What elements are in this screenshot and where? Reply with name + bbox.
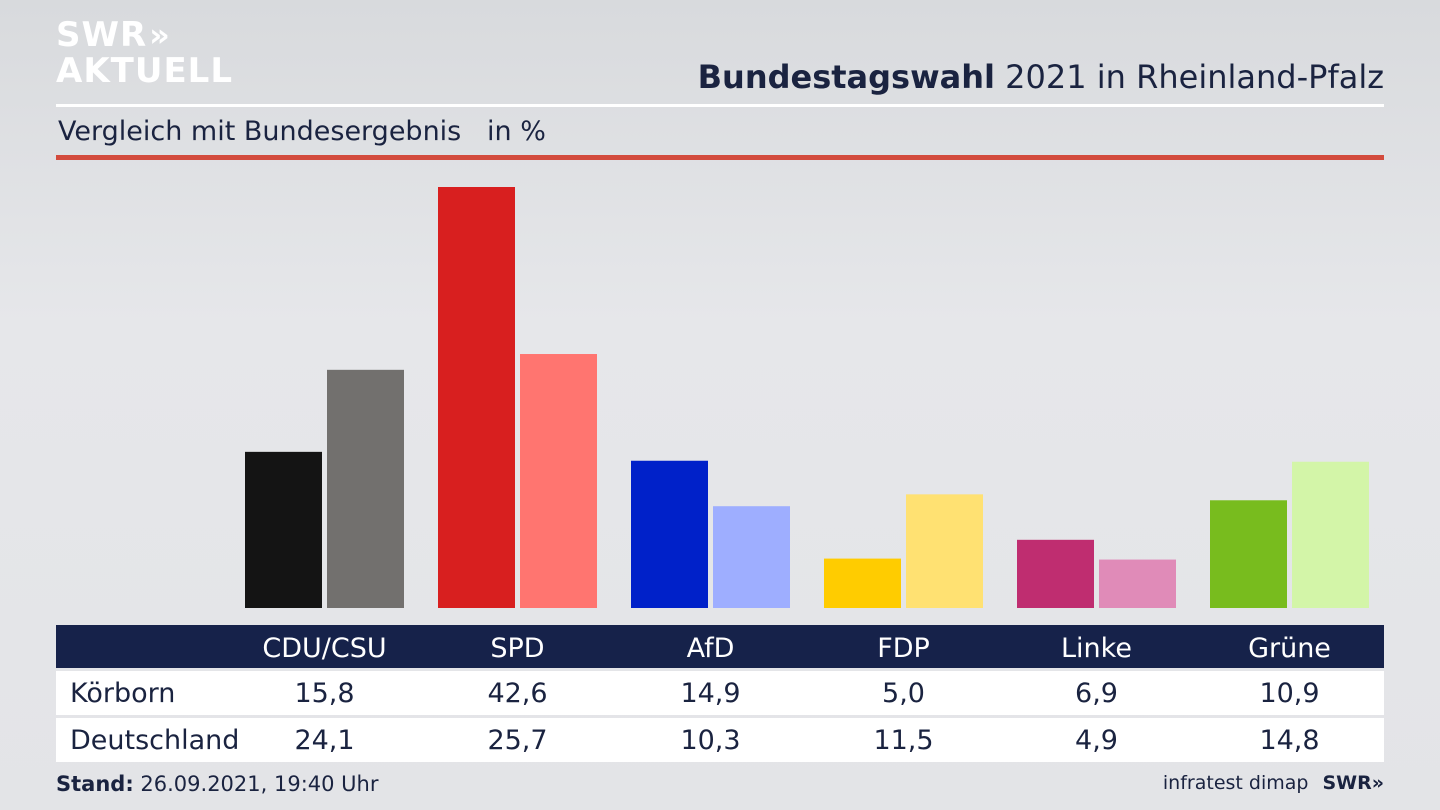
value-cell: 6,9 bbox=[1075, 677, 1118, 709]
stand-label: Stand: bbox=[56, 772, 134, 796]
bar-gr-ne-deutschland bbox=[1292, 461, 1369, 608]
page-title: Bundestagswahl 2021 in Rheinland-Pfalz bbox=[698, 58, 1384, 96]
results-table: CDU/CSU SPD AfD FDP Linke Grüne Körborn 15,8 4… bbox=[56, 625, 1384, 762]
value-cell: 10,9 bbox=[1259, 677, 1320, 709]
party-label: SPD bbox=[490, 633, 545, 664]
bar-afd-deutschland bbox=[713, 506, 790, 608]
value-cell: 15,8 bbox=[294, 677, 355, 709]
bar-linke-deutschland bbox=[1099, 559, 1176, 608]
bar-gr-ne-k-rborn bbox=[1210, 500, 1287, 608]
bar-cdu-csu-k-rborn bbox=[245, 451, 322, 608]
value-cell: 42,6 bbox=[487, 677, 548, 709]
party-label: CDU/CSU bbox=[262, 633, 387, 664]
bar-spd-k-rborn bbox=[438, 187, 515, 608]
swr-aktuell-logo: SWR» AKTUELL bbox=[56, 18, 233, 88]
value-cell: 14,8 bbox=[1259, 724, 1320, 756]
table-row-koerborn: Körborn 15,8 42,6 14,9 5,0 6,9 10,9 bbox=[56, 671, 1384, 715]
party-label: Linke bbox=[1061, 633, 1132, 664]
chart-subtitle: Vergleich mit Bundesergebnis in % bbox=[58, 116, 546, 147]
value-cell: 4,9 bbox=[1075, 724, 1118, 756]
accent-divider bbox=[56, 155, 1384, 160]
table-row-deutschland: Deutschland 24,1 25,7 10,3 11,5 4,9 14,8 bbox=[56, 718, 1384, 762]
header-divider bbox=[56, 104, 1384, 107]
title-rest: 2021 in Rheinland-Pfalz bbox=[995, 58, 1384, 96]
value-cell: 14,9 bbox=[680, 677, 741, 709]
bar-afd-k-rborn bbox=[631, 460, 708, 608]
row-label-koerborn: Körborn bbox=[70, 677, 176, 709]
stand-value: 26.09.2021, 19:40 Uhr bbox=[133, 772, 379, 796]
bar-fdp-deutschland bbox=[906, 494, 983, 608]
value-cell: 11,5 bbox=[873, 724, 934, 756]
timestamp: Stand: 26.09.2021, 19:40 Uhr bbox=[56, 772, 379, 796]
source-credit: infratest dimap SWR» bbox=[1163, 772, 1384, 794]
logo-aktuell-text: AKTUELL bbox=[56, 51, 234, 91]
table-header-row: CDU/CSU SPD AfD FDP Linke Grüne bbox=[56, 625, 1384, 668]
value-cell: 25,7 bbox=[487, 724, 548, 756]
party-label: FDP bbox=[877, 633, 930, 664]
bar-cdu-csu-deutschland bbox=[327, 369, 404, 608]
value-cell: 10,3 bbox=[680, 724, 741, 756]
row-label-deutschland: Deutschland bbox=[70, 724, 240, 756]
source-text: infratest dimap bbox=[1162, 772, 1309, 794]
value-cell: 5,0 bbox=[882, 677, 925, 709]
bar-fdp-k-rborn bbox=[824, 558, 901, 608]
bar-linke-k-rborn bbox=[1017, 539, 1094, 608]
logo-swr-text: SWR bbox=[56, 15, 148, 55]
party-label: AfD bbox=[686, 633, 735, 664]
title-bold: Bundestagswahl bbox=[697, 58, 995, 96]
value-cell: 24,1 bbox=[294, 724, 355, 756]
bar-chart bbox=[245, 187, 1369, 608]
party-label: Grüne bbox=[1248, 633, 1331, 664]
swr-brand-logo: SWR» bbox=[1322, 772, 1384, 794]
bar-spd-deutschland bbox=[520, 354, 597, 608]
